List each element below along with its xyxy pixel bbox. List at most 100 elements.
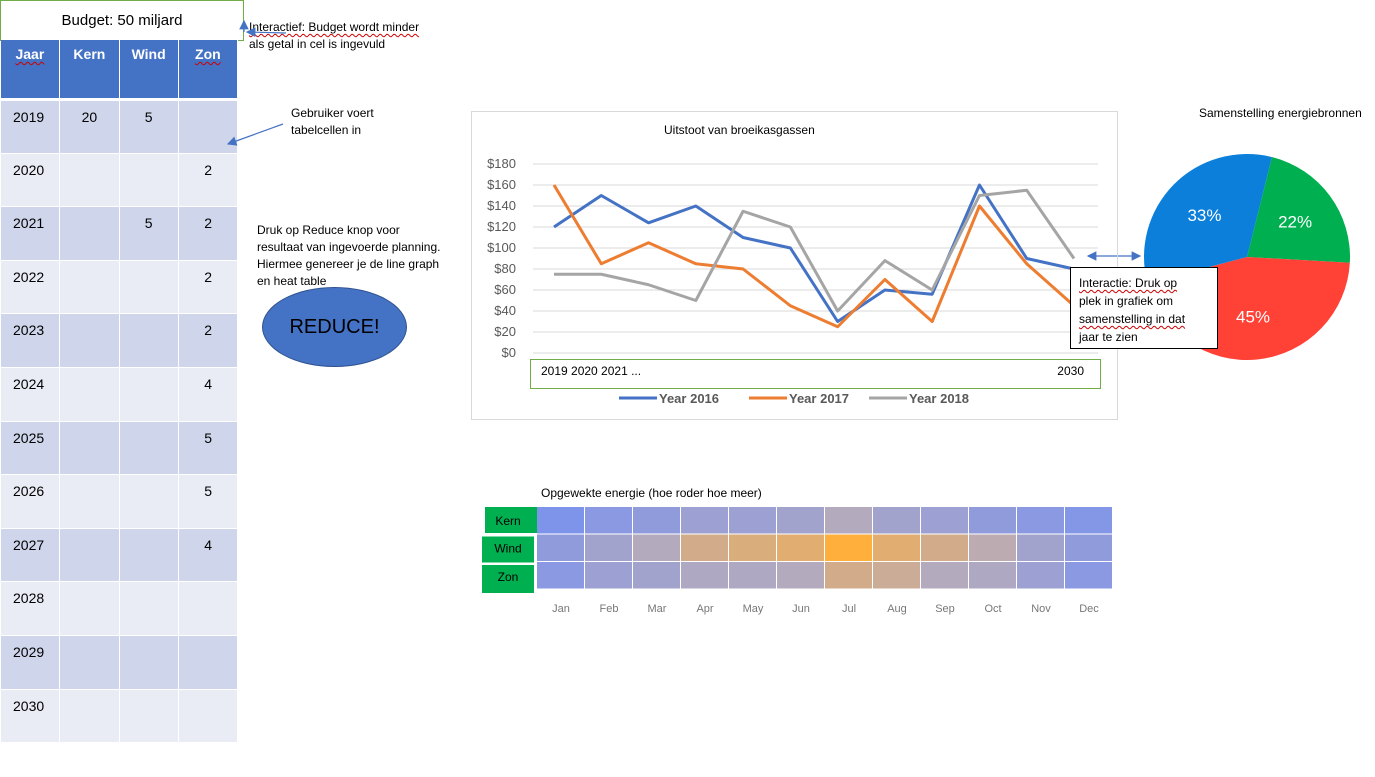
cell-wind[interactable]: 5 xyxy=(118,99,179,154)
cell-kern[interactable] xyxy=(59,634,120,690)
y-tick-label: $60 xyxy=(494,282,516,297)
line-chart-frame[interactable] xyxy=(471,111,1118,420)
pie-slice-label: 33% xyxy=(1187,206,1221,225)
budget-box[interactable]: Budget: 50 miljard xyxy=(0,0,244,41)
y-tick-label: $20 xyxy=(494,324,516,339)
series-line[interactable] xyxy=(552,184,1075,329)
series-line[interactable] xyxy=(553,183,1075,323)
heatmap-cell xyxy=(633,534,680,561)
legend-label: Year 2017 xyxy=(789,391,849,406)
budget-note: Interactief: Budget wordt minder als get… xyxy=(249,20,420,51)
pie-slice-label: 45% xyxy=(1236,307,1270,326)
heatmap-cell xyxy=(1017,534,1064,561)
header-kern: Kern xyxy=(59,40,120,101)
cell-kern[interactable] xyxy=(59,366,120,422)
reduce-button[interactable]: REDUCE! xyxy=(262,287,407,367)
heatmap-column-label: May xyxy=(743,603,764,615)
heatmap-cell xyxy=(681,507,728,534)
year-range-box: 2019 2020 2021 ... 2030 xyxy=(530,359,1101,389)
series-line[interactable] xyxy=(554,188,1076,313)
table-row: 2024 4 xyxy=(0,366,239,422)
cell-wind[interactable] xyxy=(118,634,179,690)
cell-kern[interactable]: 20 xyxy=(59,99,120,154)
table-note: Gebruiker voert tabelcellen in xyxy=(291,106,374,137)
y-tick-label: $120 xyxy=(487,219,516,234)
heatmap-cell xyxy=(921,507,968,534)
pie-slice xyxy=(1247,157,1350,263)
cell-jaar: 2019 xyxy=(0,99,61,154)
heatmap-cell xyxy=(825,562,872,589)
heatmap-cell xyxy=(969,562,1016,589)
heatmap-row-label-box xyxy=(482,536,534,563)
heatmap-row-label-box xyxy=(482,565,534,593)
cell-wind[interactable] xyxy=(118,420,179,476)
planning-table: Jaar Kern Wind Zon 2019 20 5 2020 2 2021 5 2 202… xyxy=(0,40,239,744)
heatmap-cell xyxy=(777,507,824,534)
cell-zon[interactable]: 4 xyxy=(177,366,239,422)
cell-zon[interactable]: 4 xyxy=(177,527,239,583)
cell-wind[interactable] xyxy=(118,688,179,744)
y-tick-label: $80 xyxy=(494,261,516,276)
cell-kern[interactable] xyxy=(59,206,120,261)
reduce-note: Druk op Reduce knop voor resultaat van i… xyxy=(257,223,441,288)
chart-interaction-note: Interactie: Druk op plek in grafiek om s… xyxy=(1070,267,1218,349)
cell-wind[interactable] xyxy=(118,366,179,422)
cell-jaar: 2028 xyxy=(0,581,61,636)
cell-zon[interactable] xyxy=(177,581,239,636)
heatmap-cell xyxy=(729,507,776,534)
line-chart-title: Uitstoot van broeikasgassen xyxy=(664,123,815,137)
cell-zon[interactable]: 5 xyxy=(177,420,239,476)
heatmap-column-label: Jan xyxy=(552,603,570,615)
cell-kern[interactable] xyxy=(59,688,120,744)
header-zon: Zon xyxy=(178,40,239,101)
y-tick-label: $140 xyxy=(487,198,516,213)
cell-kern[interactable] xyxy=(59,581,120,636)
cell-wind[interactable] xyxy=(118,152,179,208)
table-row: 2021 5 2 xyxy=(0,206,239,261)
heatmap-cell xyxy=(585,562,632,589)
heatmap-cell xyxy=(537,507,584,534)
heatmap-cell xyxy=(1065,507,1112,534)
cell-jaar: 2021 xyxy=(0,206,61,261)
cell-zon[interactable]: 5 xyxy=(177,474,239,529)
cell-zon[interactable]: 2 xyxy=(177,152,239,208)
table-row: 2019 20 5 xyxy=(0,99,239,154)
heatmap-column-label: Mar xyxy=(648,603,667,615)
heatmap-row-label: Wind xyxy=(494,542,521,556)
header-wind: Wind xyxy=(119,40,179,101)
heatmap-cell xyxy=(537,562,584,589)
emissions-line-chart[interactable]: Uitstoot van broeikasgassen $0 $20 $40 $60 $8… xyxy=(471,111,1118,420)
heatmap-title: Opgewekte energie (hoe roder hoe meer) xyxy=(541,486,762,500)
cell-zon[interactable]: 2 xyxy=(177,313,239,368)
heatmap-cell xyxy=(729,534,776,561)
cell-kern[interactable] xyxy=(59,152,120,208)
heatmap-cell xyxy=(873,562,920,589)
cell-zon[interactable]: 2 xyxy=(177,259,239,315)
heatmap-cell xyxy=(585,507,632,534)
cell-wind[interactable] xyxy=(118,259,179,315)
heatmap-cell xyxy=(825,534,872,561)
heatmap-column-label: Apr xyxy=(696,603,713,615)
cell-jaar: 2023 xyxy=(0,313,61,368)
heatmap-cell xyxy=(969,507,1016,534)
y-tick-label: $180 xyxy=(487,156,516,171)
cell-jaar: 2024 xyxy=(0,366,61,422)
cell-jaar: 2022 xyxy=(0,259,61,315)
heatmap-cell xyxy=(681,534,728,561)
y-tick-label: $40 xyxy=(494,303,516,318)
heatmap-cell xyxy=(777,534,824,561)
table-row: 2020 2 xyxy=(0,152,239,208)
heatmap-cell xyxy=(633,562,680,589)
cell-jaar: 2027 xyxy=(0,527,61,583)
heatmap-cell xyxy=(633,507,680,534)
y-tick-label: $100 xyxy=(487,240,516,255)
cell-zon[interactable] xyxy=(177,688,239,744)
cell-kern[interactable] xyxy=(59,313,120,368)
table-row: 2022 2 xyxy=(0,259,239,315)
heatmap-cell xyxy=(681,562,728,589)
cell-jaar: 2025 xyxy=(0,420,61,476)
heatmap-cell xyxy=(1017,562,1064,589)
heatmap-cell xyxy=(969,534,1016,561)
year-range-start: 2019 2020 2021 ... xyxy=(541,364,642,378)
